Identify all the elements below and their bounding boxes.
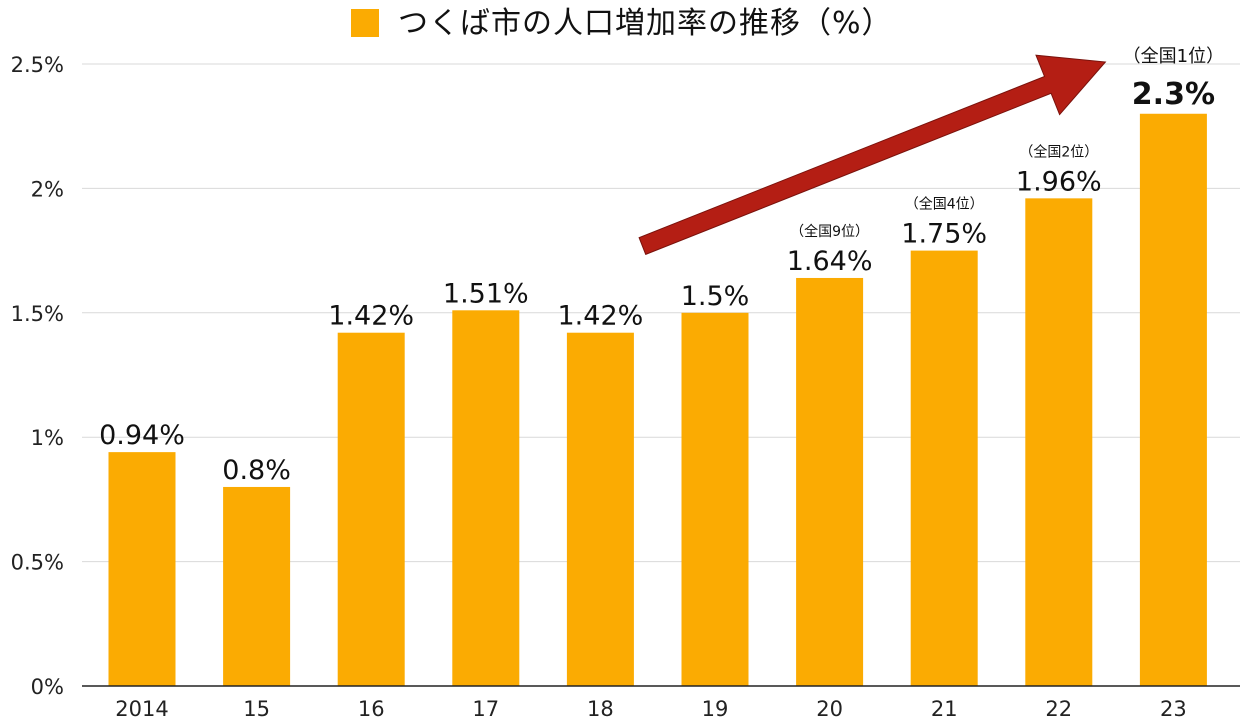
y-tick-label: 2.5% (11, 53, 64, 77)
x-tick-label: 18 (587, 697, 614, 721)
x-tick-label: 23 (1160, 697, 1187, 721)
bar-21 (910, 250, 978, 686)
x-tick-label: 16 (358, 697, 385, 721)
rank-annotation: （全国4位） (905, 196, 984, 213)
bar-2014 (108, 452, 176, 686)
legend-swatch (351, 9, 379, 37)
x-tick-label: 22 (1045, 697, 1072, 721)
value-label: 0.94% (99, 420, 185, 451)
x-tick-label: 2014 (115, 697, 168, 721)
rank-annotation: （全国1位） (1123, 46, 1224, 67)
rank-annotation: （全国9位） (790, 223, 869, 240)
value-label: 1.42% (328, 301, 414, 332)
x-tick-label: 19 (702, 697, 729, 721)
x-tick-label: 17 (472, 697, 499, 721)
x-tick-label: 20 (816, 697, 843, 721)
x-tick-label: 15 (243, 697, 270, 721)
value-label: 1.64% (787, 246, 873, 277)
rank-annotation: （全国2位） (1019, 143, 1098, 160)
chart-title: つくば市の人口増加率の推移（%） (398, 6, 893, 41)
y-tick-label: 1% (31, 426, 64, 450)
x-tick-label: 21 (931, 697, 958, 721)
value-label: 1.42% (558, 301, 644, 332)
value-label: 1.96% (1016, 166, 1102, 197)
bar-16 (337, 332, 405, 686)
bars (108, 113, 1207, 687)
bar-17 (452, 310, 520, 686)
value-label: 0.8% (222, 455, 291, 486)
bar-22 (1025, 198, 1093, 687)
y-tick-label: 1.5% (11, 302, 64, 326)
bar-19 (681, 312, 749, 686)
bar-23 (1139, 113, 1207, 686)
value-labels: 0.94% 0.8% 1.42% 1.51% 1.42% 1.5% 1.64% （全国9位） 1… (99, 46, 1224, 486)
trend-arrow-shape (638, 54, 1107, 256)
bar-18 (566, 332, 634, 686)
legend: つくば市の人口増加率の推移（%） (351, 6, 893, 41)
value-label: 1.51% (443, 278, 529, 309)
value-label: 1.5% (681, 281, 750, 312)
y-tick-label: 0% (31, 675, 64, 699)
trend-arrow (638, 54, 1107, 256)
y-tick-label: 0.5% (11, 551, 64, 575)
bar-20 (796, 277, 864, 686)
y-tick-label: 2% (31, 177, 64, 201)
bar-15 (223, 486, 291, 686)
y-axis: 0% 0.5% 1% 1.5% 2% 2.5% (11, 53, 1240, 699)
value-label: 1.75% (901, 219, 987, 250)
x-axis: 2014 15 16 17 18 19 20 21 22 23 (115, 697, 1186, 721)
value-label: 2.3% (1132, 77, 1215, 112)
